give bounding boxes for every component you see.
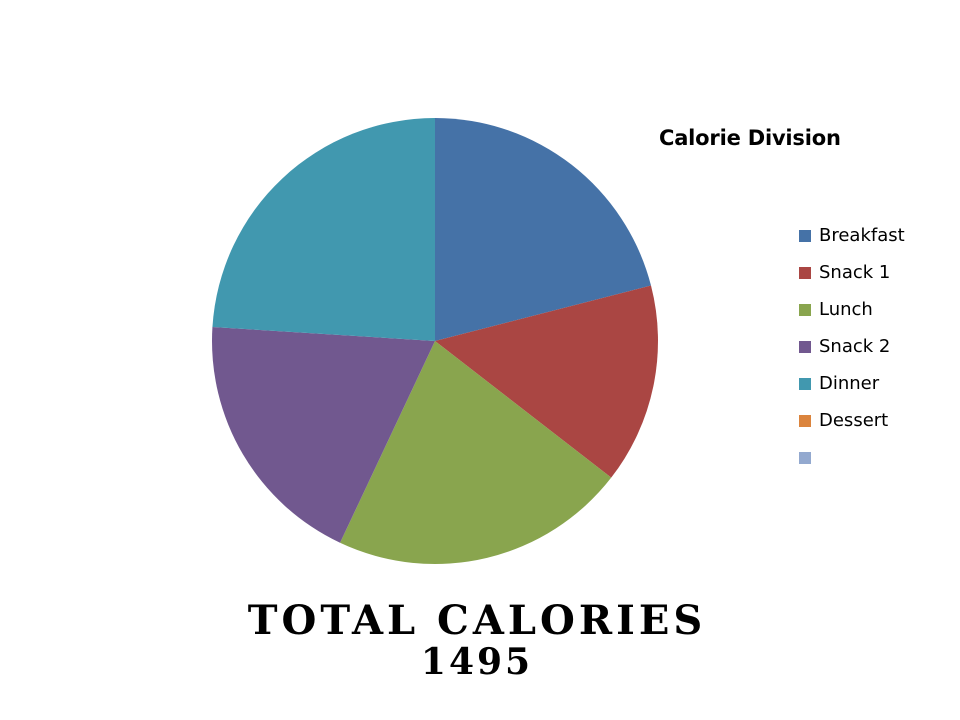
legend-label: Snack 1: [819, 262, 891, 283]
legend-label: Lunch: [819, 299, 873, 320]
legend-label: Breakfast: [819, 225, 905, 246]
pie-slice-breakfast: [435, 118, 651, 341]
legend-item-breakfast: Breakfast: [799, 217, 905, 254]
legend-item-snack-2: Snack 2: [799, 328, 905, 365]
pie-slice-snack-2: [211, 327, 435, 543]
total-calories-caption: Total Calories 1495: [0, 597, 954, 683]
legend-item-unnamed: [799, 439, 905, 476]
legend-swatch: [799, 340, 811, 353]
legend-swatch: [799, 229, 811, 242]
pie-slices: [211, 118, 658, 565]
pie-slice-snack-1: [435, 285, 658, 478]
legend-swatch: [799, 303, 811, 316]
legend-swatch: [799, 266, 811, 279]
legend-swatch: [799, 451, 811, 464]
pie-slice-lunch: [340, 341, 612, 565]
legend-item-lunch: Lunch: [799, 291, 905, 328]
chart-legend: Breakfast Snack 1 Lunch Snack 2 Dinner Desser…: [799, 217, 905, 476]
total-calories-value: 1495: [420, 641, 534, 683]
legend-label: Snack 2: [819, 336, 891, 357]
total-calories-label: Total Calories: [247, 597, 707, 644]
legend-item-dessert: Dessert: [799, 402, 905, 439]
legend-swatch: [799, 377, 811, 390]
pie-slice-dinner: [212, 118, 435, 341]
legend-item-dinner: Dinner: [799, 365, 905, 402]
legend-label: Dessert: [819, 410, 889, 431]
legend-label: Dinner: [819, 373, 880, 394]
chart-title: Calorie Division: [659, 126, 841, 150]
legend-swatch: [799, 414, 811, 427]
legend-item-snack-1: Snack 1: [799, 254, 905, 291]
